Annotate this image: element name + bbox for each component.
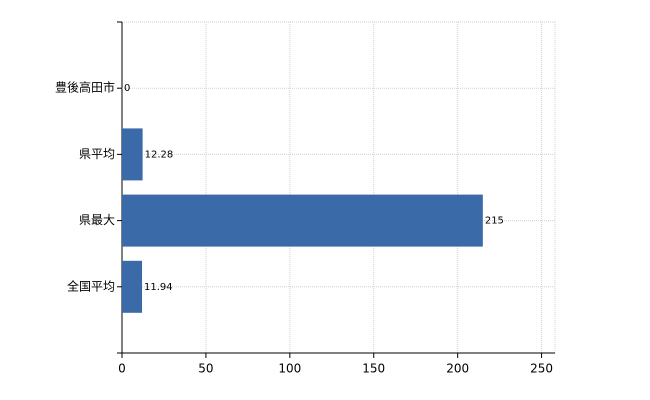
bar <box>122 260 143 313</box>
y-tick-label: 豊後高田市 <box>55 80 115 95</box>
data-label: 12.28 <box>145 149 174 160</box>
y-tick-label: 県平均 <box>79 147 115 161</box>
bar <box>122 128 143 181</box>
x-tick-label: 150 <box>362 362 385 376</box>
x-tick-label: 250 <box>530 362 553 376</box>
y-tick-label: 全国平均 <box>67 278 115 293</box>
x-tick-label: 200 <box>446 362 469 376</box>
x-tick-label: 50 <box>198 362 213 376</box>
y-tick-label: 県最大 <box>79 213 115 227</box>
bar <box>122 194 483 247</box>
data-label: 11.94 <box>144 282 173 293</box>
data-label: 0 <box>124 83 130 94</box>
x-tick-label: 0 <box>118 362 126 376</box>
data-label: 215 <box>485 216 504 227</box>
x-tick-label: 100 <box>278 362 301 376</box>
